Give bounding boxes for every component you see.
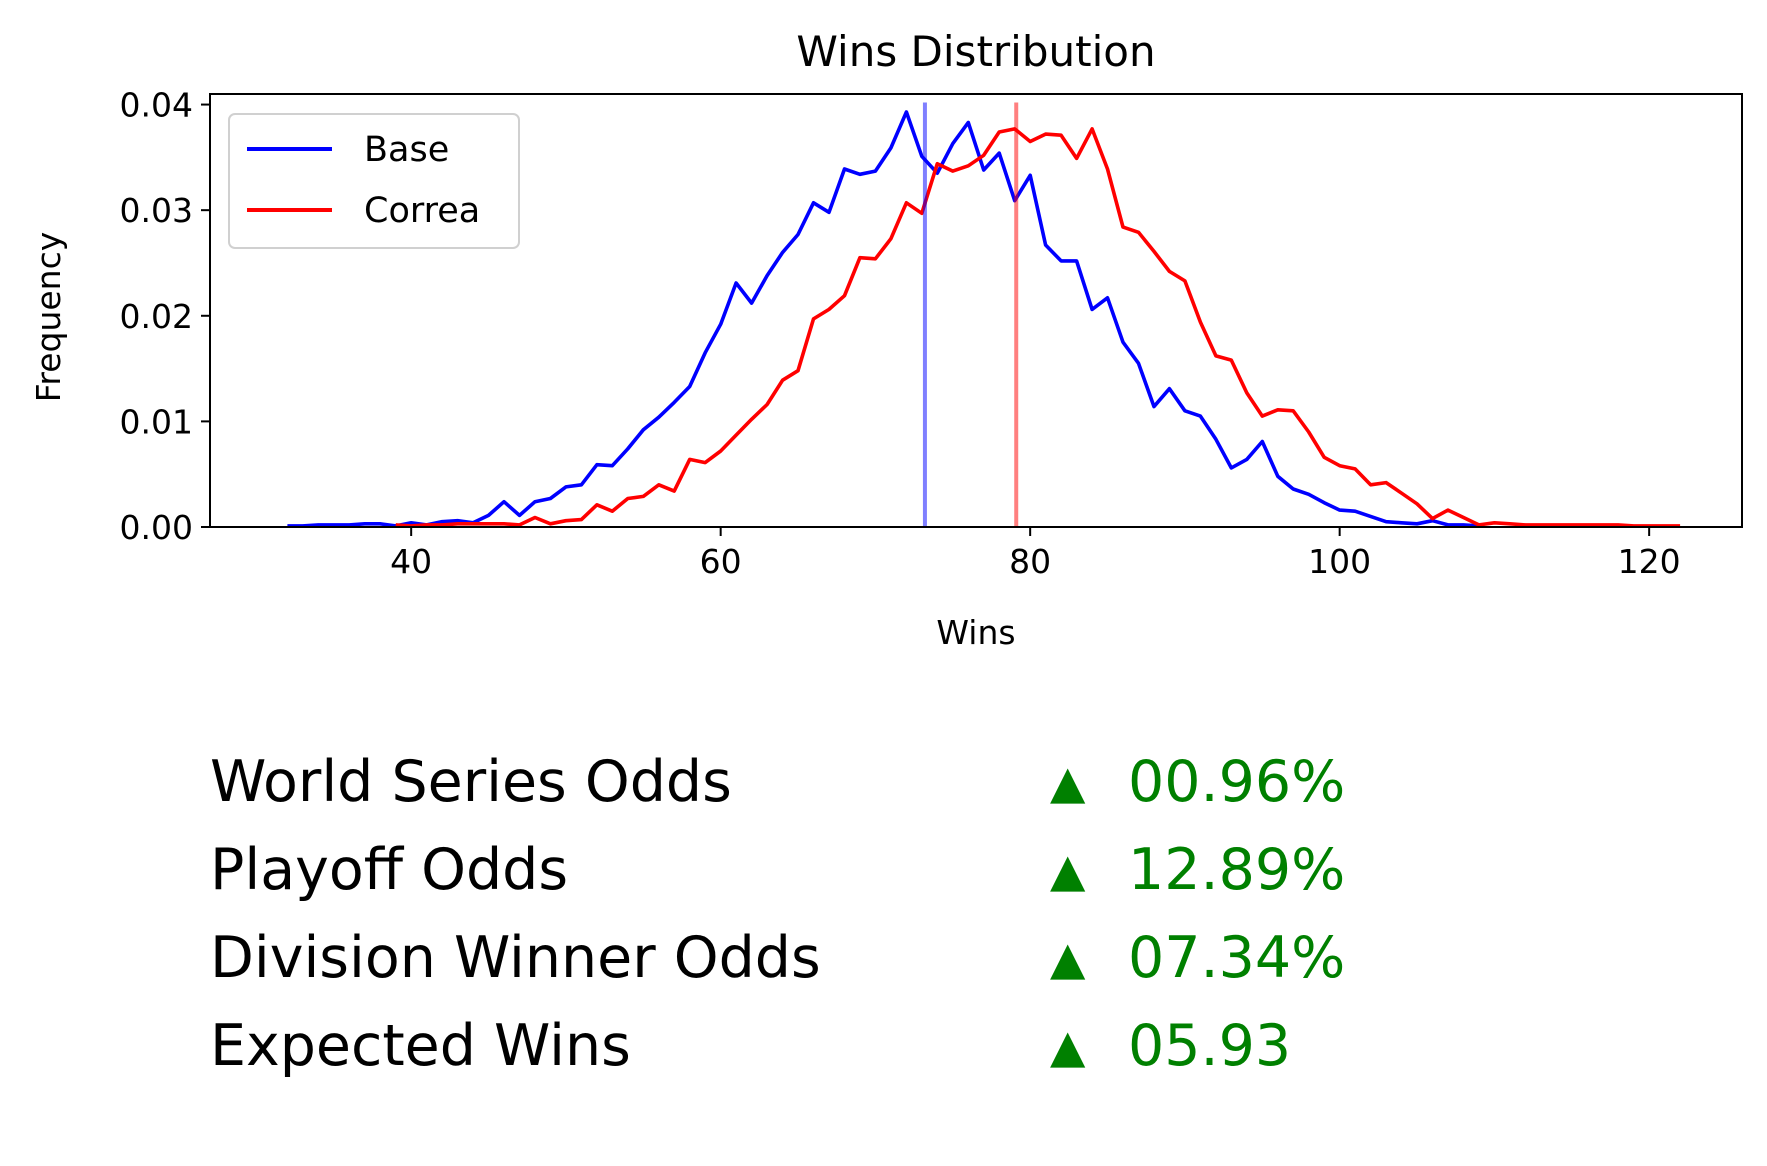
up-arrow-icon: ▲ bbox=[1050, 843, 1086, 897]
odds-summary: World Series Odds ▲ 00.96% Playoff Odds … bbox=[210, 738, 1510, 1090]
up-arrow-icon: ▲ bbox=[1050, 1019, 1086, 1073]
y-tick-label: 0.00 bbox=[120, 508, 193, 547]
x-tick-label: 60 bbox=[700, 542, 742, 581]
plot-frame bbox=[209, 93, 1743, 528]
stat-row-playoff-odds: Playoff Odds ▲ 12.89% bbox=[210, 826, 1510, 914]
x-tick-label: 40 bbox=[390, 542, 432, 581]
y-tick-label: 0.03 bbox=[120, 191, 193, 230]
x-tick-label: 100 bbox=[1308, 542, 1371, 581]
stat-label: Expected Wins bbox=[210, 1013, 631, 1079]
y-axis-label: Frequency bbox=[29, 232, 68, 402]
stat-value: 00.96% bbox=[1128, 749, 1346, 815]
stat-label: Division Winner Odds bbox=[210, 925, 821, 991]
stat-value: 07.34% bbox=[1128, 925, 1346, 991]
chart-title: Wins Distribution bbox=[796, 27, 1155, 76]
up-arrow-icon: ▲ bbox=[1050, 755, 1086, 809]
series-line-base bbox=[287, 110, 1480, 528]
stat-label: World Series Odds bbox=[210, 749, 732, 815]
legend-label-base: Base bbox=[364, 130, 449, 170]
y-tick-label: 0.04 bbox=[120, 86, 193, 125]
x-tick-label: 80 bbox=[1009, 542, 1051, 581]
series-line-correa bbox=[395, 127, 1681, 528]
stat-row-world-series-odds: World Series Odds ▲ 00.96% bbox=[210, 738, 1510, 826]
x-axis-label: Wins bbox=[936, 613, 1015, 652]
stat-value: 12.89% bbox=[1128, 837, 1346, 903]
wins-distribution-chart: Wins Distribution 40 60 80 100 120 0.00 0.01 0.… bbox=[29, 27, 1743, 652]
stat-value: 05.93 bbox=[1128, 1013, 1292, 1079]
stat-row-division-winner-odds: Division Winner Odds ▲ 07.34% bbox=[210, 914, 1510, 1002]
stat-label: Playoff Odds bbox=[210, 837, 569, 903]
y-tick-label: 0.02 bbox=[120, 297, 193, 336]
stat-row-expected-wins: Expected Wins ▲ 05.93 bbox=[210, 1002, 1510, 1090]
up-arrow-icon: ▲ bbox=[1050, 931, 1086, 985]
x-tick-label: 120 bbox=[1618, 542, 1681, 581]
legend-label-correa: Correa bbox=[364, 191, 480, 231]
y-tick-label: 0.01 bbox=[120, 402, 193, 441]
